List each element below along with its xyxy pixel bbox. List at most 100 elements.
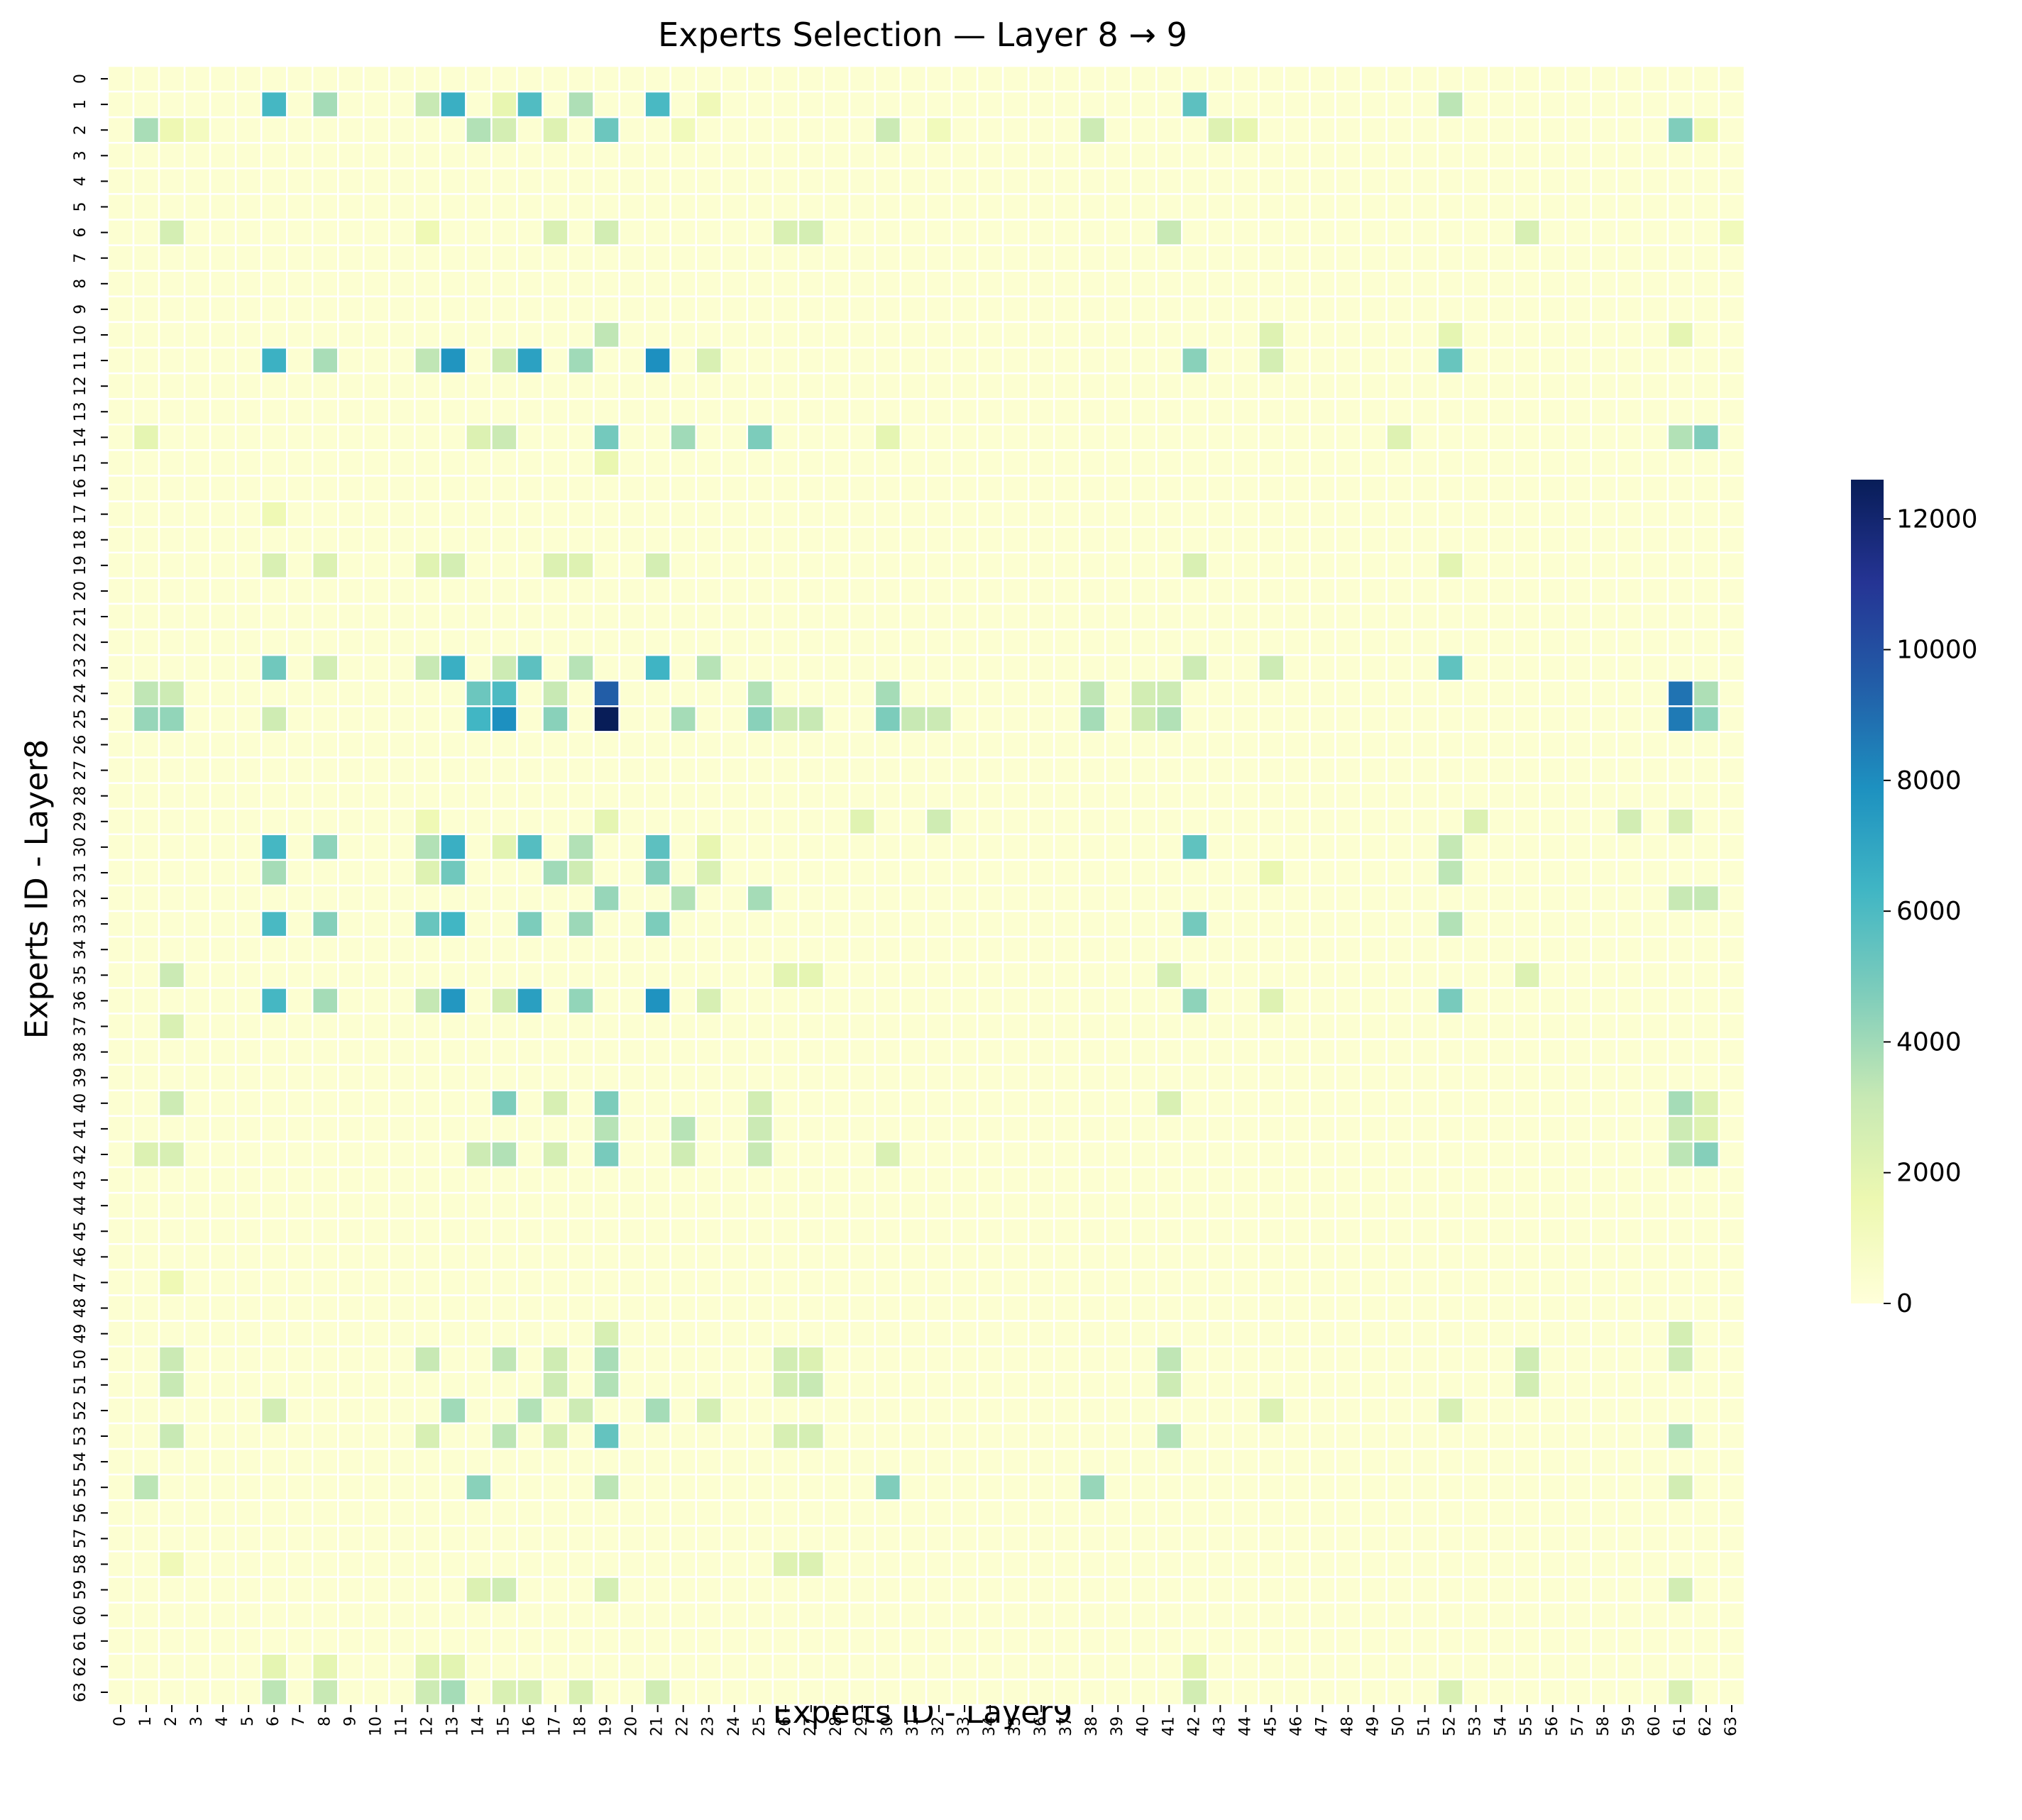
heatmap-cell xyxy=(1692,1576,1720,1604)
heatmap-cell xyxy=(490,1294,518,1322)
heatmap-cell xyxy=(183,1064,211,1092)
heatmap-cell xyxy=(363,602,390,631)
heatmap-cell xyxy=(388,1627,416,1655)
heatmap-cell xyxy=(1641,1166,1669,1194)
heatmap-cell xyxy=(1130,219,1158,246)
heatmap-cell xyxy=(976,1627,1004,1655)
heatmap-cell xyxy=(132,90,160,118)
heatmap-cell xyxy=(1283,1345,1311,1374)
heatmap-cell xyxy=(1155,1525,1183,1552)
heatmap-cell xyxy=(414,1115,441,1143)
heatmap-cell xyxy=(1385,449,1413,477)
heatmap-cell xyxy=(312,1678,339,1706)
heatmap-cell xyxy=(976,475,1004,502)
heatmap-cell xyxy=(1411,910,1439,938)
heatmap-cell xyxy=(1104,1447,1132,1476)
heatmap-cell xyxy=(1001,551,1030,580)
heatmap-cell xyxy=(1360,449,1388,477)
heatmap-cell xyxy=(567,1243,595,1271)
heatmap-cell xyxy=(1692,116,1720,144)
heatmap-cell xyxy=(899,167,928,195)
heatmap-cell xyxy=(720,1089,749,1118)
heatmap-cell xyxy=(1207,1115,1234,1143)
heatmap-cell xyxy=(234,1243,263,1271)
heatmap-cell xyxy=(1130,756,1158,784)
heatmap-cell xyxy=(490,705,518,733)
heatmap-cell xyxy=(1130,90,1158,118)
heatmap-cell xyxy=(1462,65,1490,93)
heatmap-cell xyxy=(925,449,953,477)
heatmap-cell xyxy=(414,859,441,887)
heatmap-cell xyxy=(593,1166,620,1194)
heatmap-cell xyxy=(1462,577,1490,605)
heatmap-cell xyxy=(1155,193,1183,221)
heatmap-cell xyxy=(1130,1269,1158,1296)
heatmap-cell xyxy=(1309,424,1336,451)
heatmap-cell xyxy=(490,475,518,502)
heatmap-cell xyxy=(1283,653,1311,682)
heatmap-cell xyxy=(1615,1550,1644,1578)
heatmap-cell xyxy=(695,424,722,451)
heatmap-cell xyxy=(1488,1064,1515,1092)
heatmap-cell xyxy=(1104,1064,1132,1092)
heatmap-cell xyxy=(106,1243,135,1271)
heatmap-cell xyxy=(1692,705,1720,733)
heatmap-cell xyxy=(1283,1038,1311,1066)
heatmap-cell xyxy=(950,167,979,195)
heatmap-cell xyxy=(1692,577,1720,605)
heatmap-cell xyxy=(490,65,518,93)
heatmap-cell xyxy=(1130,1294,1158,1322)
y-tick-label: 33 xyxy=(72,914,89,934)
heatmap-cell xyxy=(899,1525,928,1552)
heatmap-cell xyxy=(465,1653,493,1681)
heatmap-cell xyxy=(618,167,646,195)
heatmap-cell xyxy=(1436,90,1464,118)
heatmap-cell xyxy=(106,1038,135,1066)
heatmap-cell xyxy=(669,782,697,810)
heatmap-cell xyxy=(1615,680,1644,707)
heatmap-cell xyxy=(312,372,339,400)
heatmap-cell xyxy=(950,116,979,144)
heatmap-cell xyxy=(1539,1166,1567,1194)
heatmap-cell xyxy=(1513,372,1541,400)
heatmap-cell xyxy=(1053,1447,1081,1476)
heatmap-cell xyxy=(490,1243,518,1271)
heatmap-cell xyxy=(1564,193,1593,221)
heatmap-cell xyxy=(823,833,851,861)
heatmap-cell xyxy=(695,987,722,1015)
heatmap-cell xyxy=(312,577,339,605)
heatmap-cell xyxy=(260,1422,288,1450)
heatmap-cell xyxy=(158,1499,186,1527)
heatmap-cell xyxy=(337,602,365,631)
heatmap-cell xyxy=(1130,321,1158,349)
heatmap-cell xyxy=(1411,1473,1439,1501)
heatmap-cell xyxy=(1130,628,1158,656)
heatmap-cell xyxy=(823,1447,851,1476)
heatmap-cell xyxy=(465,424,493,451)
heatmap-cell xyxy=(1360,372,1388,400)
heatmap-cell xyxy=(771,1576,800,1604)
heatmap-cell xyxy=(1232,295,1260,324)
heatmap-cell xyxy=(337,1499,365,1527)
heatmap-cell xyxy=(209,1396,237,1425)
heatmap-cell xyxy=(542,295,569,324)
heatmap-cell xyxy=(1334,295,1362,324)
heatmap-cell xyxy=(414,90,441,118)
x-tick-label: 43 xyxy=(1211,1716,1229,1736)
heatmap-cell xyxy=(337,500,365,528)
heatmap-cell xyxy=(797,833,825,861)
heatmap-cell xyxy=(285,1525,314,1552)
heatmap-cell xyxy=(695,1320,722,1347)
heatmap-cell xyxy=(976,1013,1004,1040)
heatmap-cell xyxy=(285,321,314,349)
heatmap-cell xyxy=(234,295,263,324)
heatmap-cell xyxy=(1692,961,1720,989)
heatmap-cell xyxy=(439,859,467,887)
heatmap-cell xyxy=(746,1038,774,1066)
heatmap-cell xyxy=(950,1473,979,1501)
heatmap-cell xyxy=(899,1320,928,1347)
heatmap-cell xyxy=(1360,1473,1388,1501)
heatmap-cell xyxy=(1232,705,1260,733)
heatmap-cell xyxy=(593,142,620,170)
heatmap-cell xyxy=(950,1038,979,1066)
